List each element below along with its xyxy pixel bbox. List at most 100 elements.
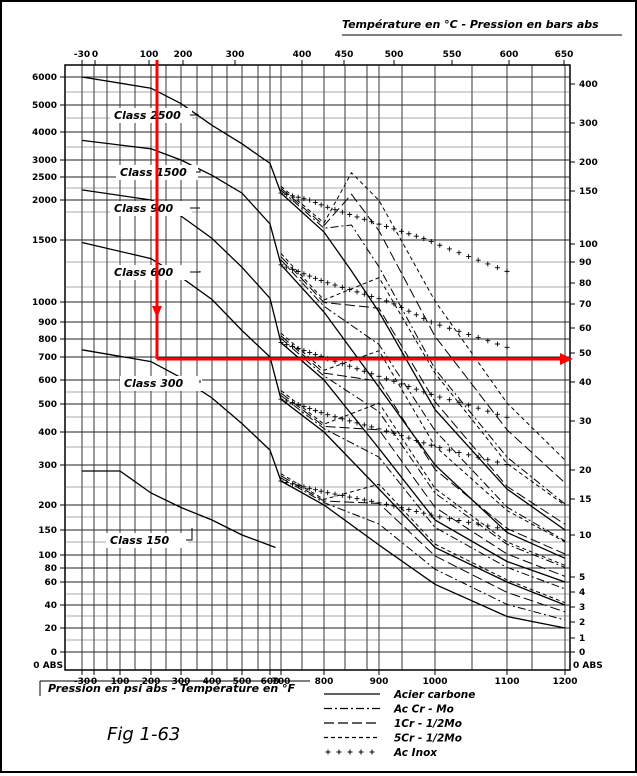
left-corner-label: 0 ABS	[33, 661, 63, 671]
curve-carbon-steel	[81, 76, 566, 531]
class-label-box	[110, 108, 192, 123]
inox-marker	[361, 216, 367, 222]
class-label-leader	[190, 114, 199, 116]
inox-marker	[312, 351, 318, 357]
inox-marker	[398, 228, 404, 234]
inox-marker	[369, 424, 375, 430]
inox-marker	[446, 397, 452, 403]
highlight-arrow-right	[560, 353, 573, 365]
inox-marker	[391, 226, 397, 232]
legend: Acier carbone Ac Cr - Mo 1Cr - 1/2Mo 5Cr - …	[324, 689, 475, 759]
legend-swatch-ac-inox	[325, 749, 331, 755]
class-label-box	[106, 533, 188, 548]
x-top-tick-label: 550	[443, 50, 462, 60]
inox-marker	[339, 493, 345, 499]
inox-marker	[485, 338, 491, 344]
inox-marker	[318, 278, 324, 284]
y-left-tick-label: 300	[38, 461, 57, 471]
y-right-tick-label: 100	[579, 240, 598, 250]
curve-cr-mo	[280, 259, 566, 542]
inox-marker	[383, 224, 389, 230]
y-left-tick-label: 700	[38, 353, 57, 363]
inox-marker	[295, 345, 301, 351]
inox-marker	[437, 394, 443, 400]
curve-1cr-half-mo	[280, 475, 566, 613]
inox-marker	[284, 342, 290, 348]
inox-marker	[466, 402, 472, 408]
grid	[65, 65, 570, 670]
x-top-tick-label: 200	[174, 50, 193, 60]
inox-marker	[456, 449, 462, 455]
inox-marker	[318, 410, 324, 416]
right-corner-label: 0 ABS	[573, 661, 603, 671]
inox-marker	[289, 266, 295, 272]
curve-1cr-half-mo	[280, 256, 566, 525]
x-bottom-tick-label: 1200	[552, 677, 577, 687]
y-left-tick-label: 5000	[32, 101, 57, 111]
inox-marker	[504, 527, 510, 533]
x-bottom-tick-label: 200	[142, 677, 161, 687]
x-top-tick-label: 650	[555, 50, 574, 60]
inox-marker	[347, 211, 353, 217]
inox-marker	[278, 262, 284, 268]
curve-1cr-half-mo	[280, 392, 566, 577]
inox-marker	[383, 501, 389, 507]
x-bottom-tick-label: 1000	[422, 677, 447, 687]
inox-marker	[376, 296, 382, 302]
y-left-tick-label: 600	[38, 376, 57, 386]
curve-carbon-steel	[81, 139, 566, 559]
inox-marker	[325, 204, 331, 210]
inox-marker	[504, 268, 510, 274]
inox-marker	[325, 412, 331, 418]
inox-marker	[475, 335, 481, 341]
y-right-tick-label: 80	[579, 279, 592, 289]
y-left-tick-label: 400	[38, 428, 57, 438]
inox-marker	[406, 231, 412, 237]
y-left-tick-label: 900	[38, 318, 57, 328]
inox-marker	[428, 512, 434, 518]
inox-marker	[347, 494, 353, 500]
inox-marker	[504, 461, 510, 467]
legend-entry: Acier carbone	[393, 689, 475, 701]
inox-marker	[339, 416, 345, 422]
inox-marker	[376, 221, 382, 227]
y-left-tick-label: 4000	[32, 128, 57, 138]
inox-marker	[354, 420, 360, 426]
curve-5cr-half-mo	[280, 390, 566, 566]
curve-5cr-half-mo	[280, 253, 566, 506]
inox-marker	[446, 447, 452, 453]
y-right-tick-label: 3	[579, 603, 585, 613]
inox-marker	[347, 363, 353, 369]
inox-marker	[456, 518, 462, 523]
inox-marker	[278, 340, 284, 346]
inox-marker	[284, 191, 290, 197]
inox-marker	[376, 373, 382, 379]
x-bottom-tick-label: 0	[91, 677, 97, 687]
x-bottom-tick-label: 100	[111, 677, 130, 687]
class-label: Class 900	[114, 202, 173, 215]
bottom-axis-title: Pression en psi abs - Température en °F	[48, 682, 296, 695]
inox-marker	[428, 391, 434, 397]
top-axis-title: Température en °C - Pression en bars abs	[342, 18, 599, 31]
y-left-tick-label: 800	[38, 335, 57, 345]
inox-marker	[446, 246, 452, 252]
x-bottom-tick-label: 600	[261, 677, 280, 687]
class-label: Class 1500	[120, 166, 187, 179]
y-right-tick-label: 2	[579, 618, 585, 628]
inox-marker	[361, 497, 367, 503]
x-top-tick-label: -30	[74, 50, 90, 60]
inox-marker	[376, 500, 382, 506]
inox-marker	[347, 418, 353, 424]
inox-marker	[307, 197, 313, 203]
inox-marker	[369, 498, 375, 504]
curve-5cr-half-mo	[280, 171, 566, 461]
y-right-tick-label: 5	[579, 573, 585, 583]
x-top-tick-label: 100	[140, 50, 159, 60]
inox-marker	[307, 273, 313, 279]
inox-marker	[406, 384, 412, 390]
inox-marker	[391, 301, 397, 307]
legend-swatch-ac-inox	[369, 749, 375, 755]
inox-marker	[339, 361, 345, 367]
inox-marker	[456, 328, 462, 334]
inox-marker	[295, 402, 301, 408]
